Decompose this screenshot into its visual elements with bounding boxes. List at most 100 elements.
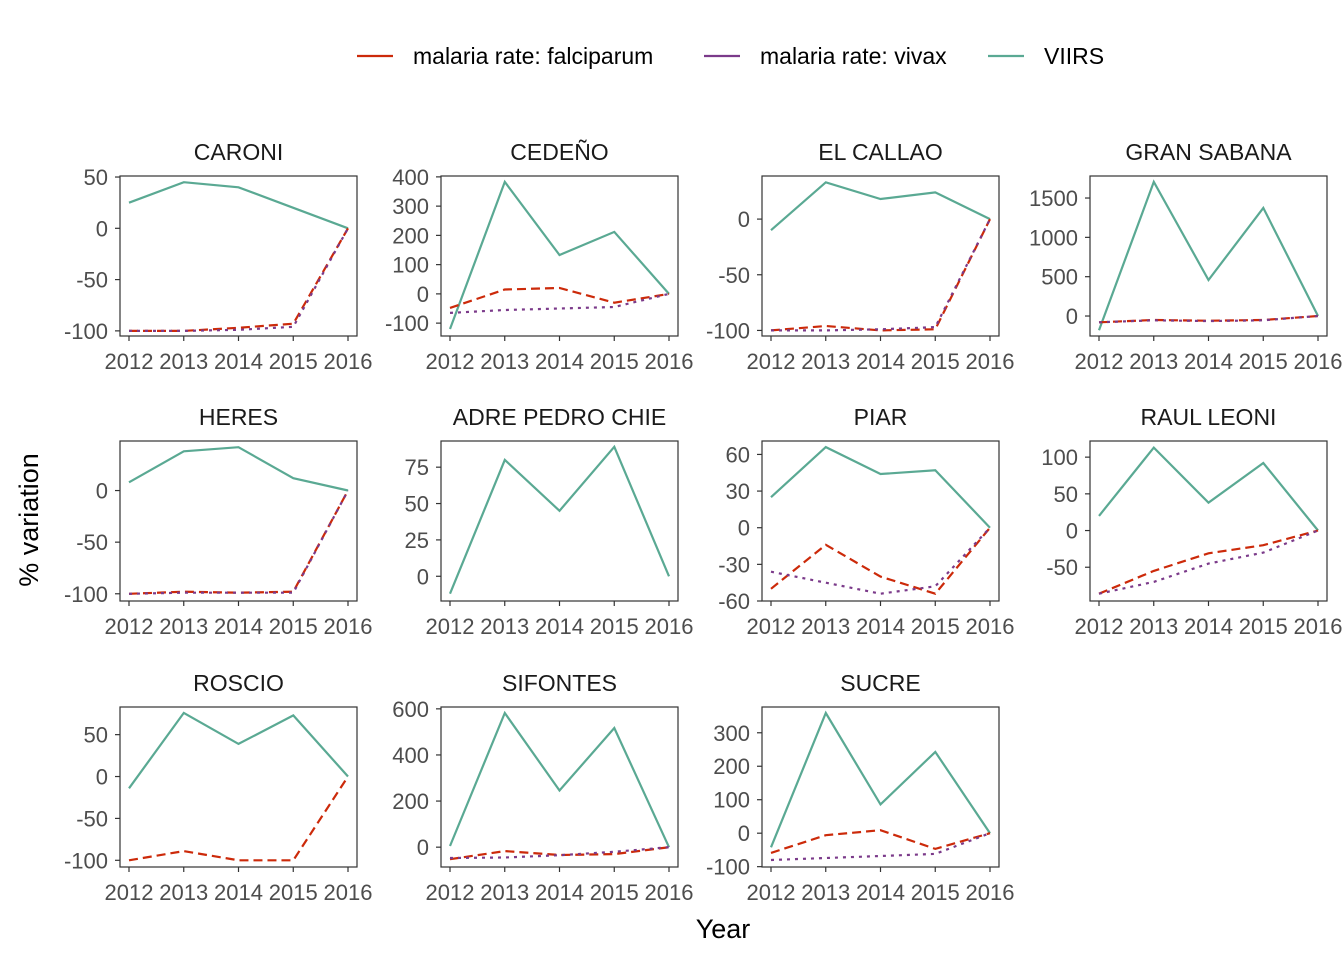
y-axis-label: % variation bbox=[14, 453, 44, 587]
y-tick-label: 1000 bbox=[1029, 225, 1078, 250]
series-line-falciparum bbox=[128, 775, 349, 862]
series-line-viirs bbox=[128, 711, 349, 789]
y-tick-label: 50 bbox=[1054, 482, 1078, 507]
x-tick-label: 2015 bbox=[590, 880, 639, 905]
x-tick-label: 2014 bbox=[214, 349, 263, 374]
series-line-viirs bbox=[448, 444, 671, 595]
series-line-falciparum bbox=[770, 218, 991, 332]
x-tick-label: 2012 bbox=[426, 349, 475, 374]
y-tick-label: 0 bbox=[96, 479, 108, 504]
series-line-viirs bbox=[448, 179, 670, 330]
panel-el-callao: EL CALLAO 0 -50 -100 2012 2013 2014 2015 2016 bbox=[706, 139, 1015, 374]
x-tick-label: 2012 bbox=[105, 614, 154, 639]
x-tick-label: 2015 bbox=[911, 880, 960, 905]
series-line-falciparum bbox=[449, 846, 670, 861]
panel-border bbox=[119, 440, 358, 602]
series-line-viirs bbox=[1097, 179, 1319, 331]
x-tick-label: 2013 bbox=[480, 614, 529, 639]
series-line-vivax bbox=[128, 489, 349, 595]
series-line-falciparum bbox=[1098, 314, 1319, 324]
x-tick-label: 2012 bbox=[426, 880, 475, 905]
y-tick-label: -50 bbox=[76, 806, 108, 831]
panel-title: GRAN SABANA bbox=[1125, 139, 1292, 165]
x-tick-label: 2014 bbox=[214, 880, 263, 905]
panel-sifontes: SIFONTES 600 400 200 0 2012 2013 2014 2015 2016 bbox=[392, 670, 693, 905]
y-tick-label: 300 bbox=[713, 721, 750, 746]
y-tick-label: 50 bbox=[84, 165, 108, 190]
x-tick-label: 2016 bbox=[645, 349, 694, 374]
x-tick-label: 2015 bbox=[590, 614, 639, 639]
x-tick-label: 2016 bbox=[324, 614, 373, 639]
legend-label: malaria rate: vivax bbox=[760, 43, 947, 69]
panel-border bbox=[119, 175, 358, 337]
x-tick-label: 2014 bbox=[1184, 614, 1233, 639]
y-tick-label: 100 bbox=[1041, 445, 1078, 470]
legend-label: VIIRS bbox=[1044, 43, 1104, 69]
x-tick-label: 2013 bbox=[159, 880, 208, 905]
y-tick-label: 400 bbox=[392, 743, 429, 768]
panel-title: PIAR bbox=[854, 404, 908, 430]
y-tick-label: -50 bbox=[76, 530, 108, 555]
series-line-vivax bbox=[771, 218, 991, 332]
y-tick-label: 0 bbox=[1066, 304, 1078, 329]
x-tick-label: 2014 bbox=[1184, 349, 1233, 374]
x-tick-label: 2015 bbox=[911, 349, 960, 374]
x-tick-label: 2016 bbox=[645, 880, 694, 905]
y-tick-label: 50 bbox=[84, 723, 108, 748]
x-tick-label: 2014 bbox=[856, 349, 905, 374]
series-line-vivax bbox=[770, 832, 991, 862]
series-line-viirs bbox=[770, 181, 991, 232]
y-tick-label: -100 bbox=[64, 582, 108, 607]
y-tick-label: 500 bbox=[1041, 265, 1078, 290]
x-tick-label: 2016 bbox=[1294, 614, 1343, 639]
y-tick-label: -100 bbox=[385, 311, 429, 336]
y-tick-label: 30 bbox=[726, 479, 750, 504]
x-tick-label: 2016 bbox=[966, 614, 1015, 639]
x-tick-label: 2012 bbox=[1075, 614, 1124, 639]
series-line-falciparum bbox=[129, 227, 349, 332]
series-line-falciparum bbox=[770, 829, 991, 854]
panel-title: EL CALLAO bbox=[818, 139, 942, 165]
y-tick-label: -50 bbox=[1046, 555, 1078, 580]
panel-raul-leoni: RAUL LEONI 100 50 0 -50 2012 2013 2014 2015 2016 bbox=[1041, 404, 1342, 639]
x-tick-label: 2013 bbox=[159, 349, 208, 374]
x-tick-label: 2014 bbox=[535, 349, 584, 374]
panel-title: ROSCIO bbox=[193, 670, 284, 696]
y-tick-label: 0 bbox=[417, 564, 429, 589]
x-tick-label: 2016 bbox=[645, 614, 694, 639]
y-tick-label: 200 bbox=[713, 754, 750, 779]
legend-label: malaria rate: falciparum bbox=[413, 43, 653, 69]
panel-roscio: ROSCIO 50 0 -50 -100 2012 2013 2014 2015 2016 bbox=[64, 670, 373, 905]
series-line-falciparum bbox=[128, 489, 349, 595]
x-tick-label: 2012 bbox=[426, 614, 475, 639]
x-tick-label: 2016 bbox=[1294, 349, 1343, 374]
y-tick-label: 50 bbox=[405, 492, 429, 517]
series-line-viirs bbox=[128, 446, 349, 492]
panel-title: HERES bbox=[199, 404, 278, 430]
x-tick-label: 2013 bbox=[801, 349, 850, 374]
y-tick-label: 0 bbox=[738, 207, 750, 232]
x-tick-label: 2016 bbox=[966, 349, 1015, 374]
x-tick-label: 2014 bbox=[856, 880, 905, 905]
y-tick-label: 0 bbox=[738, 516, 750, 541]
y-tick-label: 200 bbox=[392, 223, 429, 248]
y-tick-label: 600 bbox=[392, 697, 429, 722]
series-line-vivax bbox=[770, 526, 991, 595]
x-tick-label: 2012 bbox=[105, 349, 154, 374]
y-tick-label: 400 bbox=[392, 165, 429, 190]
y-tick-label: -60 bbox=[718, 589, 750, 614]
x-tick-label: 2013 bbox=[801, 880, 850, 905]
series-line-vivax bbox=[129, 227, 349, 332]
x-tick-label: 2015 bbox=[1239, 349, 1288, 374]
x-tick-label: 2013 bbox=[1129, 614, 1178, 639]
legend-item-vivax: malaria rate: vivax bbox=[704, 43, 947, 69]
x-tick-label: 2013 bbox=[480, 880, 529, 905]
y-tick-label: 0 bbox=[96, 216, 108, 241]
x-tick-label: 2013 bbox=[480, 349, 529, 374]
y-tick-label: 200 bbox=[392, 789, 429, 814]
series-line-viirs bbox=[128, 181, 349, 230]
panel-border bbox=[119, 706, 358, 868]
